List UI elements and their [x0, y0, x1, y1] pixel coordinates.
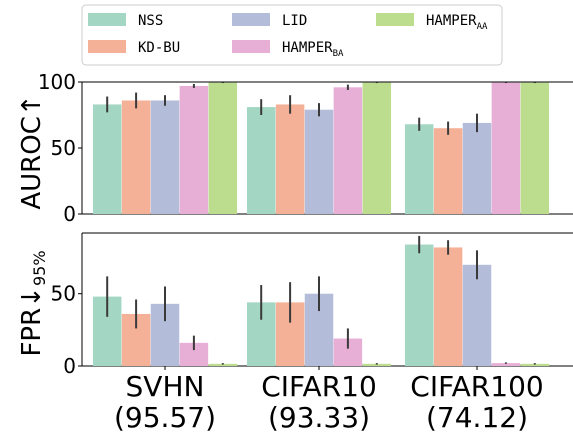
x-category-label: CIFAR100	[410, 370, 543, 403]
legend-entry: NSS	[138, 13, 163, 29]
fpr-ylabel-arrow: ↓	[17, 286, 47, 308]
fpr-bar	[520, 363, 550, 366]
auroc-bar	[462, 122, 492, 214]
auroc-bar	[121, 100, 151, 214]
auroc-bar	[150, 100, 180, 214]
x-category-value: (95.57)	[114, 401, 216, 432]
legend-swatch	[376, 13, 414, 26]
fpr-ytick-label: 50	[51, 282, 76, 306]
auroc-bar	[362, 82, 392, 214]
legend: NSS KD-BU LID HAMPERBA HAMPERAA	[81, 4, 503, 66]
auroc-ylabel-arrow: ↑	[17, 94, 47, 116]
legend-entry: HAMPERBA	[282, 40, 344, 59]
x-category-label: SVHN	[126, 370, 205, 403]
fpr-ytick-label: 0	[63, 354, 76, 378]
legend-entry: LID	[282, 13, 307, 29]
x-category-value: (74.12)	[426, 401, 528, 432]
legend-entry-subscript: BA	[333, 49, 344, 59]
auroc-ytick-label: 0	[63, 202, 76, 226]
fpr-ylabel-subscript: 95%	[30, 250, 49, 286]
legend-swatch	[232, 40, 270, 53]
auroc-ylabel: AUROC↑	[17, 94, 47, 209]
legend-entry: HAMPERAA	[426, 13, 488, 32]
fpr-bar	[462, 264, 492, 366]
fpr-ylabel: FPR↓95%	[17, 250, 49, 356]
auroc-bar	[333, 87, 363, 214]
x-category-labels: SVHN(95.57) CIFAR10(93.33) CIFAR100(74.12)	[114, 366, 544, 432]
auroc-bar	[92, 104, 122, 214]
auroc-ylabel-main: AUROC	[17, 116, 47, 210]
fpr-bar	[208, 363, 238, 366]
legend-swatch	[88, 40, 126, 53]
legend-entry-subscript: AA	[477, 22, 488, 32]
auroc-ytick-label: 50	[51, 136, 76, 160]
auroc-bar	[304, 109, 334, 214]
fpr-bar	[404, 244, 434, 366]
legend-swatch	[232, 13, 270, 26]
fpr-ylabel-main: FPR	[17, 308, 47, 357]
auroc-bar	[246, 107, 276, 214]
fpr-bar	[362, 363, 392, 366]
legend-swatch	[88, 13, 126, 26]
legend-entry: KD-BU	[138, 40, 180, 56]
auroc-bar	[208, 82, 238, 214]
fpr-bar	[491, 363, 521, 366]
fpr-bar	[433, 247, 463, 366]
auroc-bar	[404, 124, 434, 214]
auroc-bar	[491, 82, 521, 214]
fpr-bar	[179, 342, 209, 366]
x-category-label: CIFAR10	[261, 370, 377, 403]
auroc-bar	[520, 82, 550, 214]
auroc-bar	[275, 104, 305, 214]
auroc-bar	[179, 85, 209, 215]
x-category-value: (93.33)	[268, 401, 370, 432]
auroc-bar	[433, 128, 463, 214]
auroc-ytick-label: 100	[38, 70, 76, 94]
